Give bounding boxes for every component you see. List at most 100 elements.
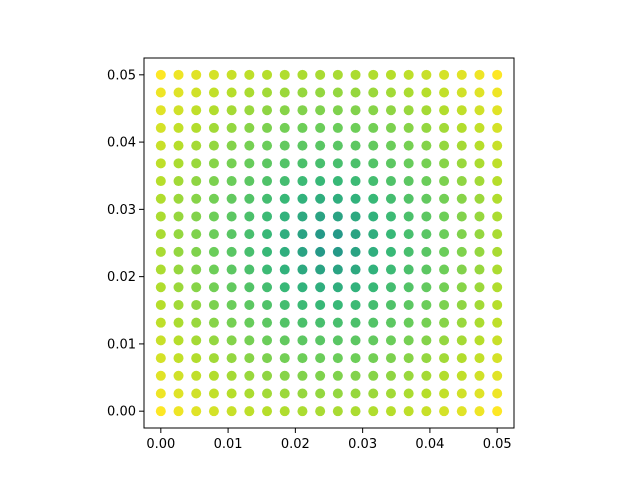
scatter-point <box>262 122 273 133</box>
scatter-point <box>403 229 414 240</box>
scatter-point <box>385 282 396 293</box>
scatter-point <box>155 158 166 169</box>
scatter-point <box>332 335 343 346</box>
scatter-point <box>173 246 184 257</box>
scatter-point <box>262 282 273 293</box>
scatter-point <box>332 69 343 80</box>
scatter-point <box>226 282 237 293</box>
scatter-point <box>155 229 166 240</box>
scatter-point <box>368 246 379 257</box>
scatter-point <box>155 246 166 257</box>
scatter-point <box>350 335 361 346</box>
scatter-point <box>385 122 396 133</box>
scatter-point <box>456 353 467 364</box>
scatter-point <box>279 335 290 346</box>
scatter-point <box>244 176 255 187</box>
scatter-point <box>262 370 273 381</box>
scatter-point <box>474 122 485 133</box>
scatter-point <box>421 140 432 151</box>
x-tick-label: 0.03 <box>348 437 377 452</box>
scatter-point <box>244 229 255 240</box>
scatter-point <box>315 122 326 133</box>
scatter-point <box>403 406 414 417</box>
scatter-point <box>456 282 467 293</box>
scatter-point <box>350 406 361 417</box>
scatter-point <box>368 406 379 417</box>
scatter-point <box>244 299 255 310</box>
scatter-point <box>297 140 308 151</box>
scatter-point <box>191 317 202 328</box>
scatter-point <box>315 140 326 151</box>
scatter-point <box>155 176 166 187</box>
scatter-point <box>332 282 343 293</box>
scatter-point <box>421 211 432 222</box>
scatter-point <box>191 87 202 98</box>
scatter-point <box>315 87 326 98</box>
scatter-point <box>385 105 396 116</box>
scatter-point <box>385 264 396 275</box>
scatter-point <box>208 353 219 364</box>
data-points <box>155 69 503 417</box>
scatter-point <box>155 335 166 346</box>
scatter-point <box>456 299 467 310</box>
scatter-point <box>173 353 184 364</box>
scatter-point <box>332 158 343 169</box>
scatter-point <box>244 193 255 204</box>
scatter-point <box>403 299 414 310</box>
scatter-point <box>439 406 450 417</box>
scatter-point <box>403 140 414 151</box>
scatter-point <box>368 370 379 381</box>
scatter-point <box>368 335 379 346</box>
scatter-point <box>315 211 326 222</box>
scatter-point <box>439 335 450 346</box>
scatter-point <box>226 370 237 381</box>
scatter-point <box>332 317 343 328</box>
scatter-point <box>421 193 432 204</box>
scatter-point <box>173 69 184 80</box>
scatter-point <box>155 406 166 417</box>
scatter-point <box>368 282 379 293</box>
scatter-point <box>191 406 202 417</box>
scatter-point <box>279 193 290 204</box>
scatter-point <box>226 229 237 240</box>
scatter-point <box>262 335 273 346</box>
scatter-point <box>226 299 237 310</box>
scatter-point <box>350 87 361 98</box>
scatter-point <box>279 229 290 240</box>
scatter-point <box>315 282 326 293</box>
scatter-point <box>474 370 485 381</box>
scatter-point <box>297 388 308 399</box>
scatter-point <box>173 282 184 293</box>
scatter-point <box>474 264 485 275</box>
scatter-point <box>492 317 503 328</box>
scatter-point <box>244 353 255 364</box>
scatter-point <box>474 335 485 346</box>
scatter-point <box>315 335 326 346</box>
scatter-point <box>492 246 503 257</box>
scatter-point <box>279 317 290 328</box>
scatter-point <box>350 211 361 222</box>
scatter-point <box>208 406 219 417</box>
scatter-point <box>262 246 273 257</box>
scatter-point <box>439 87 450 98</box>
scatter-point <box>279 353 290 364</box>
scatter-point <box>208 69 219 80</box>
scatter-point <box>350 317 361 328</box>
scatter-point <box>439 317 450 328</box>
scatter-point <box>155 317 166 328</box>
scatter-point <box>226 211 237 222</box>
y-tick-label: 0.00 <box>107 405 136 420</box>
scatter-point <box>403 317 414 328</box>
scatter-point <box>421 122 432 133</box>
scatter-point <box>279 105 290 116</box>
scatter-point <box>191 264 202 275</box>
scatter-point <box>191 246 202 257</box>
scatter-point <box>226 264 237 275</box>
scatter-point <box>173 211 184 222</box>
scatter-point <box>439 282 450 293</box>
scatter-point <box>244 140 255 151</box>
scatter-point <box>456 69 467 80</box>
scatter-point <box>332 353 343 364</box>
scatter-point <box>403 264 414 275</box>
scatter-point <box>297 105 308 116</box>
